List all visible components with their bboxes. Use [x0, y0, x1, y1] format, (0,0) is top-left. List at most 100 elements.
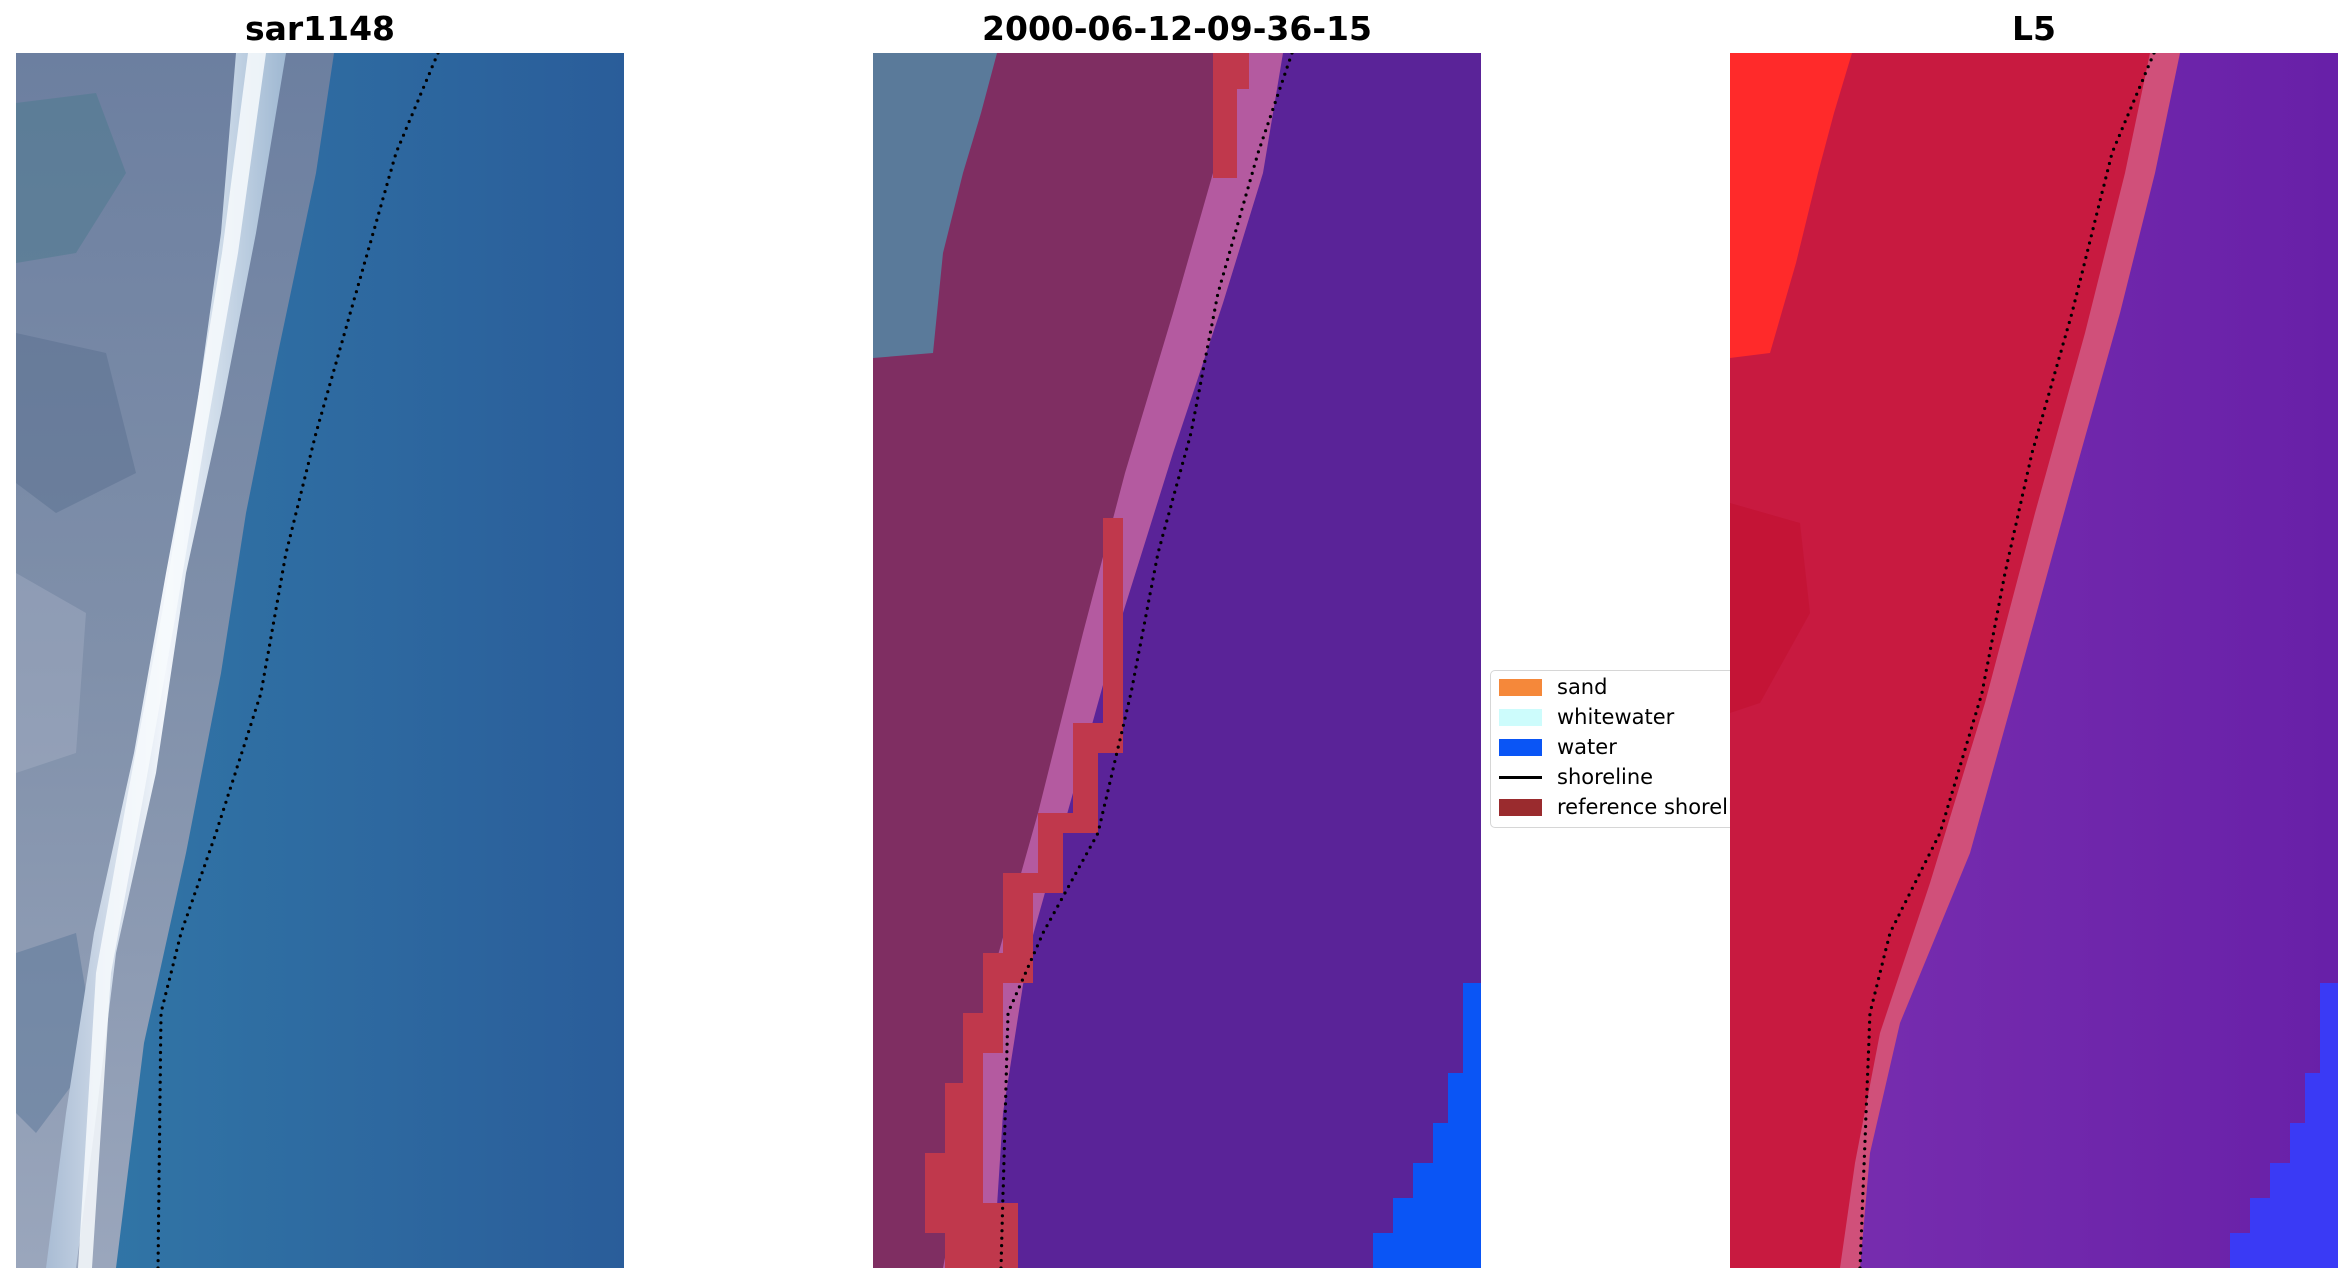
shoreline-point [1000, 1229, 1004, 1233]
shoreline-point [290, 526, 294, 530]
shoreline-point [1029, 957, 1033, 962]
shoreline-point [1987, 654, 1991, 658]
shoreline-point [185, 913, 189, 917]
shoreline-point [320, 411, 324, 415]
shoreline-point [1130, 687, 1134, 691]
classification-image [873, 53, 1481, 1268]
shoreline-point [1989, 646, 1993, 651]
shoreline-point [1011, 999, 1015, 1003]
shoreline-point [1864, 1117, 1868, 1121]
shoreline-point [1226, 257, 1230, 262]
shoreline-point [2117, 133, 2121, 138]
shoreline-point [2095, 212, 2099, 216]
shoreline-point [1092, 839, 1096, 843]
shoreline-point [1106, 789, 1110, 793]
shoreline-point [1173, 490, 1177, 494]
shoreline-point [158, 1132, 162, 1136]
shoreline-point [278, 584, 282, 589]
shoreline-point [1017, 985, 1021, 989]
shoreline-point [1004, 1065, 1009, 1069]
shoreline-point [1976, 705, 1980, 709]
shoreline-point [270, 628, 274, 633]
shoreline-point [156, 1259, 160, 1263]
shoreline-point [2067, 320, 2071, 325]
shoreline-point [2019, 500, 2023, 504]
shoreline-point [262, 672, 266, 676]
shoreline-point [1123, 716, 1127, 720]
shoreline-point [1236, 222, 1240, 226]
shoreline-point [1234, 229, 1238, 233]
shoreline-point [2004, 566, 2008, 570]
shoreline-point [158, 1058, 162, 1062]
shoreline-point [296, 505, 300, 509]
shoreline-point [261, 680, 265, 684]
legend-item-whitewater: whitewater [1499, 704, 1674, 730]
shoreline-point [2102, 183, 2106, 187]
shoreline-point [1138, 643, 1142, 647]
shoreline-point [228, 786, 232, 790]
shoreline-point [1032, 951, 1036, 955]
shoreline-point [367, 247, 371, 251]
shoreline-point [1858, 1259, 1862, 1263]
shoreline-point [1867, 1042, 1871, 1047]
shoreline-point [1175, 483, 1179, 487]
shoreline-point [1003, 1132, 1007, 1136]
shoreline-point [219, 814, 223, 819]
shoreline-point [1273, 100, 1277, 105]
shoreline-point [158, 1073, 162, 1077]
shoreline-point [158, 1095, 162, 1099]
shoreline-point [1866, 1057, 1870, 1061]
rgb-image [16, 53, 624, 1268]
shoreline-point [1864, 1110, 1868, 1114]
shoreline-point [338, 347, 342, 351]
shoreline-point [1006, 1012, 1010, 1017]
shoreline-point [1003, 1124, 1007, 1128]
shoreline-point [251, 715, 255, 720]
shoreline-point [1095, 832, 1099, 836]
shoreline-point [1191, 418, 1196, 422]
legend-swatch-sand [1499, 678, 1542, 696]
shoreline-point [281, 570, 285, 574]
shoreline-point [2039, 421, 2043, 425]
shoreline-point [2001, 580, 2005, 585]
shoreline-point [334, 361, 338, 365]
shoreline-point [1111, 767, 1115, 771]
shoreline-point [265, 658, 269, 662]
shoreline-point [178, 934, 182, 938]
shoreline-point [268, 643, 272, 647]
shoreline-point [217, 821, 221, 826]
shoreline-point [1288, 58, 1292, 62]
shoreline-point [2080, 270, 2084, 274]
shoreline-point [1963, 747, 1967, 752]
shoreline-point [396, 147, 400, 151]
shoreline-point [193, 892, 197, 896]
shoreline-point [2078, 277, 2083, 281]
legend-swatch-water [1499, 738, 1542, 756]
shoreline-point [2009, 544, 2013, 548]
shoreline-point [1969, 726, 1974, 730]
shoreline-point [1004, 1072, 1008, 1076]
shoreline-point [391, 161, 395, 165]
shoreline-point [1865, 1080, 1869, 1084]
shoreline-point [176, 941, 181, 945]
shoreline-point [1917, 873, 1921, 877]
shoreline-point [1967, 733, 1971, 737]
shoreline-point [244, 737, 248, 741]
shoreline-point [1171, 497, 1175, 501]
shoreline-point [1190, 425, 1194, 429]
shoreline-point [1861, 1199, 1865, 1203]
shoreline-point [1914, 880, 1918, 884]
shoreline-point [2049, 385, 2053, 389]
shoreline-point [2096, 205, 2101, 209]
shoreline-point [340, 340, 344, 344]
shoreline-point [1961, 755, 1965, 759]
shoreline-point [1266, 122, 1270, 126]
shoreline-point [1056, 904, 1060, 908]
shoreline-point [2025, 471, 2029, 475]
shoreline-point [158, 1110, 162, 1114]
shoreline-point [1860, 1206, 1864, 1210]
shoreline-point [180, 927, 185, 931]
shoreline-point [200, 871, 204, 875]
shoreline-point [1894, 920, 1898, 924]
shoreline-point [156, 1266, 160, 1268]
